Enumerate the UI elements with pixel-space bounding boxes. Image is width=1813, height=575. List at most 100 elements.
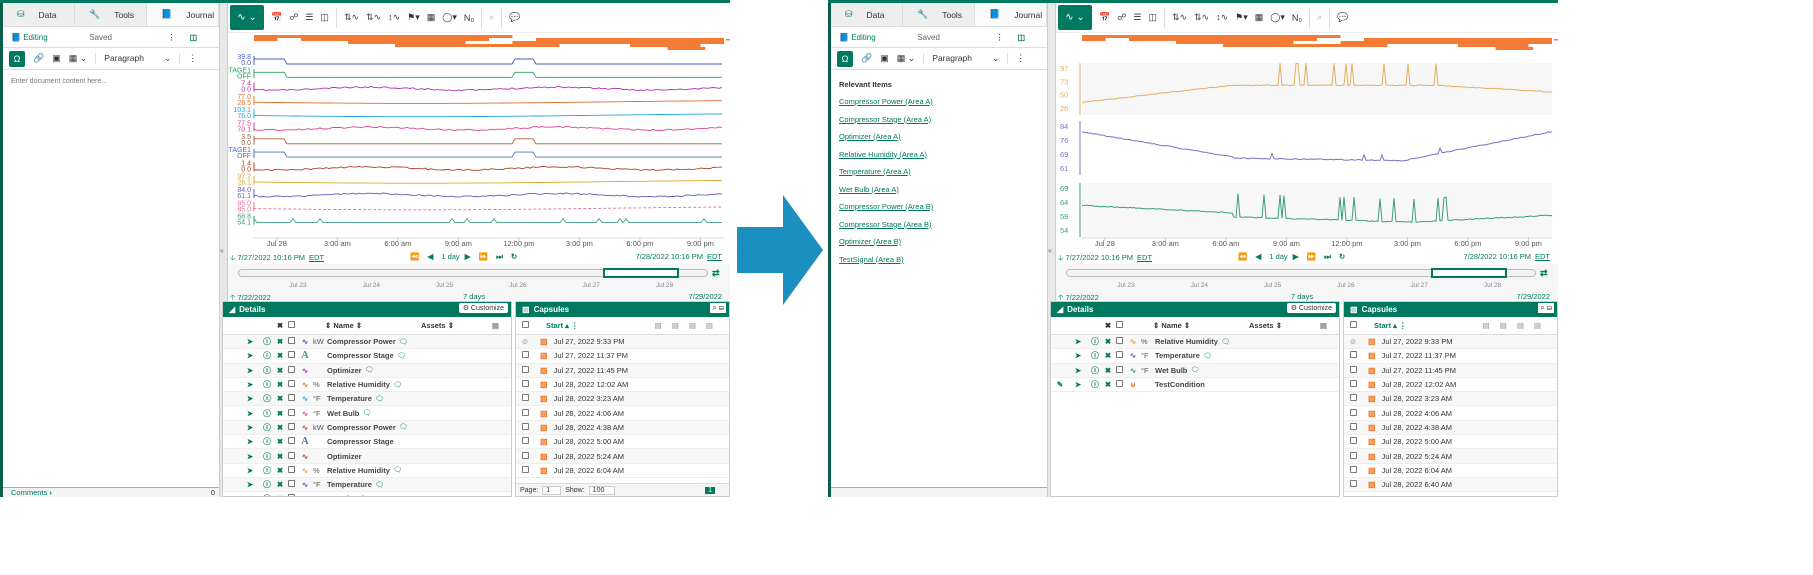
lanes-icon[interactable]: ☰ (305, 12, 314, 22)
capsule-row[interactable]: ▧ Jul 28, 2022 5:00 AM (1344, 435, 1557, 450)
locate-icon[interactable]: ➤ (246, 465, 254, 475)
one-lane-icon[interactable]: ⇅∿ (1171, 12, 1188, 22)
relevant-item-link[interactable]: Optimizer (Area B) (839, 237, 902, 246)
gridlines-icon[interactable]: ▦ (426, 12, 436, 22)
capsule-zoom-icon[interactable]: ⌕ ⊟ (710, 303, 726, 313)
step-duration[interactable]: 1 day (441, 252, 460, 261)
remove-icon[interactable]: ✖ (276, 480, 284, 490)
customize-icon[interactable]: ◫ (1148, 12, 1157, 22)
remove-icon[interactable]: ✖ (276, 351, 284, 361)
info-icon[interactable]: ⓘ (263, 451, 271, 461)
capsule-row[interactable]: ▧ Jul 28, 2022 12:02 AM (1344, 378, 1557, 393)
gridlines-icon[interactable]: ▦ (1254, 12, 1264, 22)
capsule-row[interactable]: ▧ Jul 28, 2022 6:04 AM (1344, 464, 1557, 478)
tab-journal[interactable]: 📘 Journal (147, 3, 219, 26)
refresh-icon[interactable]: ↻ (1338, 252, 1349, 261)
table-icon[interactable]: ▦ ⌄ (896, 53, 916, 63)
range-end[interactable]: 7/28/2022 10:16 PM EDT (635, 252, 722, 261)
locate-icon[interactable]: ➤ (246, 365, 254, 375)
relevant-item-link[interactable]: Compressor Power (Area A) (839, 97, 933, 106)
locate-icon[interactable]: ➤ (1074, 380, 1082, 390)
capsule-row[interactable]: ▧ Jul 28, 2022 12:02 AM (516, 378, 729, 393)
tab-data[interactable]: ⛁ Data (3, 3, 75, 26)
capsule-column-icons[interactable]: ▤▤▤▤ (1482, 321, 1551, 330)
range-slider-window[interactable] (603, 268, 679, 278)
spikes-icon[interactable]: ◯▾ (442, 12, 457, 22)
select-all-capsules-checkbox[interactable] (521, 321, 529, 328)
sort-icon[interactable]: ⇕ (325, 321, 332, 330)
comment-icon[interactable]: 🗨 (396, 352, 406, 360)
panel-resize-handle[interactable]: « (220, 3, 228, 497)
calendar-icon[interactable]: 📅 (1099, 12, 1111, 22)
capsule-checkbox[interactable] (521, 465, 529, 473)
step-back-full-icon[interactable]: ⏪ (1238, 252, 1251, 261)
capsule-link-icon[interactable]: ☍ (1117, 12, 1127, 22)
remove-icon[interactable]: ✖ (1104, 365, 1112, 375)
row-checkbox[interactable] (287, 465, 295, 473)
journal-editor[interactable]: Enter document content here... (3, 70, 219, 93)
capsule-checkbox[interactable] (521, 422, 529, 430)
assets-header[interactable]: Assets ⇕ (1249, 321, 1282, 330)
capsule-row[interactable]: ▧ Jul 27, 2022 11:45 PM (516, 363, 729, 378)
relevant-item-link[interactable]: TestSignal (Area B) (839, 254, 904, 264)
remove-icon[interactable]: ✖ (276, 465, 284, 475)
trend-plot[interactable]: 39.80.0STAGE1OFF7.40.077.028.5103.176.07… (228, 35, 730, 245)
comment-icon[interactable]: 🗨 (362, 410, 372, 418)
comment-icon[interactable]: 🗨 (374, 395, 384, 403)
customize-icon[interactable]: ◫ (320, 12, 329, 22)
capsule-row[interactable]: ⊘ ▧ Jul 27, 2022 9:33 PM (516, 335, 729, 350)
details-row[interactable]: ➤ⓘ✖∿%Relative Humidity🗨Area B (1051, 335, 1339, 350)
capsule-checkbox[interactable] (1349, 394, 1357, 402)
refresh-icon[interactable]: ↻ (510, 252, 521, 261)
panel-resize-handle[interactable]: « (1048, 3, 1056, 497)
comments-toggle[interactable]: Comments › 0 (3, 487, 219, 497)
remove-icon[interactable]: ✖ (276, 451, 284, 461)
remove-icon[interactable]: ✖ (276, 437, 284, 447)
relevant-item-link[interactable]: Compressor Stage (Area A) (839, 114, 932, 124)
details-row[interactable]: ➤ⓘ✖∿°FTestSignalArea B (223, 492, 511, 496)
capsule-checkbox[interactable] (1349, 451, 1357, 459)
annotation-icon[interactable]: 💬 (1337, 12, 1349, 22)
assets-header[interactable]: Assets ⇕ (421, 321, 454, 330)
relevant-item-link[interactable]: Compressor Stage (Area B) (839, 219, 932, 229)
view-mode-button[interactable]: ∿ ⌄ (230, 5, 264, 30)
info-icon[interactable]: ⓘ (1091, 351, 1099, 361)
locate-icon[interactable]: ➤ (246, 337, 254, 347)
name-header[interactable]: Name (333, 321, 354, 330)
relevant-item-link[interactable]: Temperature (Area A) (839, 167, 911, 176)
view-mode-button[interactable]: ∿ ⌄ (1058, 5, 1092, 30)
signal-style-icon[interactable]: N₀ (463, 12, 475, 23)
spikes-icon[interactable]: ◯▾ (1270, 12, 1285, 22)
comment-icon[interactable]: 🗨 (1202, 352, 1212, 360)
lanes-icon[interactable]: ☰ (1133, 12, 1142, 22)
step-forward-icon[interactable]: ▶ (464, 252, 474, 261)
page-size-select[interactable]: 100 (588, 485, 616, 495)
remove-icon[interactable]: ✖ (275, 494, 285, 496)
link-icon[interactable]: 🔗 (33, 53, 45, 63)
capsule-checkbox[interactable] (521, 394, 529, 402)
capsule-checkbox[interactable] (521, 365, 529, 373)
step-forward-full-icon[interactable]: ⏩ (1306, 252, 1319, 261)
relevant-item-link[interactable]: Relative Humidity (Area A) (839, 149, 927, 159)
comment-icon[interactable]: 🗨 (374, 481, 384, 489)
info-icon[interactable]: ⓘ (263, 365, 271, 375)
details-row[interactable]: ➤ⓘ✖∿Optimizer🗨Area A (223, 363, 511, 378)
capsule-row[interactable]: ▧ Jul 28, 2022 4:38 AM (1344, 420, 1557, 436)
capsule-checkbox[interactable] (521, 380, 529, 388)
capsule-checkbox[interactable] (1349, 465, 1357, 473)
more-options-icon[interactable]: ⋮ (995, 32, 1004, 42)
tab-journal[interactable]: 📘 Journal (975, 3, 1047, 26)
comment-icon[interactable]: 🗨 (1190, 367, 1200, 375)
info-icon[interactable]: ⓘ (263, 408, 271, 418)
locate-icon[interactable]: ➤ (246, 408, 254, 418)
remove-icon[interactable]: ✖ (276, 408, 284, 418)
auto-scale-icon[interactable]: ↕∿ (1216, 12, 1229, 22)
capsule-row[interactable]: ▧ Jul 27, 2022 11:45 PM (1344, 363, 1557, 378)
zoom-icon[interactable]: ⌕ (1317, 12, 1323, 22)
remove-icon[interactable]: ✖ (276, 365, 284, 375)
capsule-checkbox[interactable] (1349, 480, 1357, 488)
